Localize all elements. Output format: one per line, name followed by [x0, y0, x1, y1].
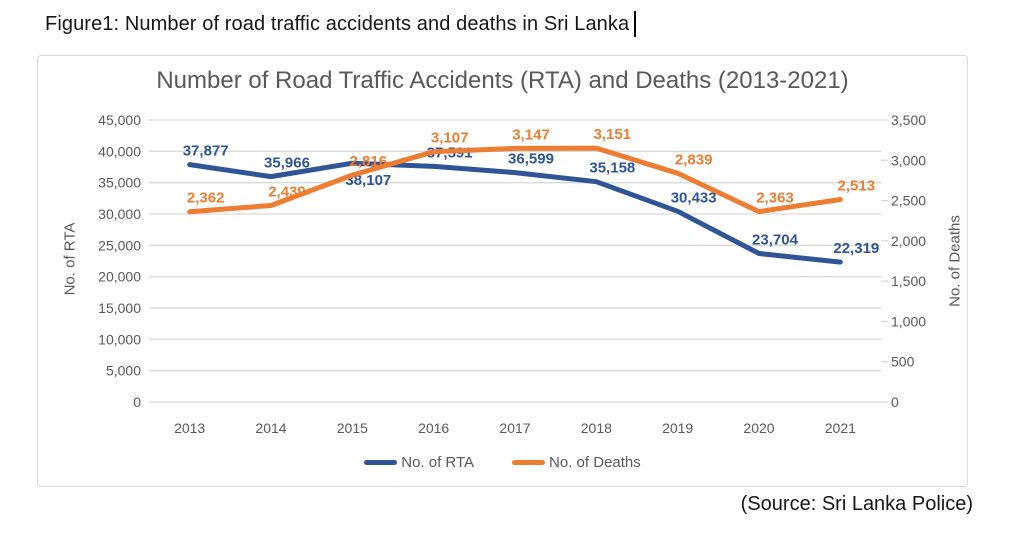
right-axis-title: No. of Deaths — [946, 215, 964, 307]
deaths-line-swatch-icon — [512, 460, 546, 465]
figure-caption[interactable]: Figure1: Number of road traffic accident… — [45, 11, 637, 37]
source-note: (Source: Sri Lanka Police) — [740, 493, 973, 515]
data-label: 2,513 — [838, 178, 876, 195]
right-axis-tick-label: 3,000 — [891, 152, 926, 168]
left-axis-tick-label: 30,000 — [98, 206, 141, 222]
left-axis-tick-label: 25,000 — [98, 237, 141, 253]
left-axis-tick-label: 20,000 — [98, 269, 141, 285]
figure-caption-text: Figure1: Number of road traffic accident… — [45, 12, 630, 35]
right-axis-tick-label: 1,500 — [891, 273, 926, 289]
left-axis-tick-label: 45,000 — [98, 112, 141, 128]
data-label: 2,439 — [268, 183, 306, 200]
legend-label-rta: No. of RTA — [401, 454, 475, 471]
rta-line-swatch-icon — [364, 460, 398, 465]
right-axis-tick-label: 0 — [891, 394, 899, 410]
series-line-deaths — [187, 145, 843, 215]
legend-item-rta: No. of RTA — [364, 454, 474, 471]
x-axis-tick-label: 2013 — [174, 420, 205, 436]
data-label: 38,107 — [345, 172, 391, 189]
left-axis-tick-label: 40,000 — [98, 143, 141, 159]
data-label: 23,704 — [752, 231, 799, 248]
x-axis-tick-label: 2018 — [581, 420, 612, 436]
left-axis-tick-label: 10,000 — [98, 331, 141, 347]
data-label: 2,816 — [350, 153, 388, 170]
chart-legend: No. of RTA No. of Deaths — [38, 454, 967, 471]
right-axis-tick-label: 2,000 — [891, 233, 926, 249]
left-axis-tick-label: 15,000 — [98, 300, 141, 316]
x-axis-tick-label: 2020 — [743, 420, 774, 436]
data-label: 2,362 — [187, 190, 225, 207]
x-axis-tick-label: 2015 — [337, 420, 368, 436]
plot-area: 45,000 40,000 35,000 30,000 25,000 20,000 15,0… — [98, 112, 926, 436]
x-axis-tick-label: 2014 — [255, 420, 286, 436]
data-label: 2,839 — [675, 151, 713, 168]
data-label: 3,107 — [431, 130, 469, 147]
data-label: 37,877 — [183, 143, 229, 160]
data-label: 35,158 — [589, 160, 635, 177]
right-axis-tick-label: 3,500 — [891, 112, 926, 128]
chart-title: Number of Road Traffic Accidents (RTA) a… — [156, 67, 849, 94]
x-axis-tick-label: 2019 — [662, 420, 693, 436]
data-label: 3,147 — [512, 126, 550, 143]
legend-label-deaths: No. of Deaths — [549, 454, 641, 471]
left-axis-title: No. of RTA — [61, 222, 79, 296]
chart-object[interactable]: Number of Road Traffic Accidents (RTA) a… — [37, 55, 968, 487]
left-axis-tick-label: 35,000 — [98, 175, 141, 191]
text-cursor — [634, 11, 637, 37]
data-label: 30,433 — [671, 189, 717, 206]
legend-item-deaths: No. of Deaths — [512, 454, 641, 471]
left-axis-tick-label: 5,000 — [106, 363, 141, 379]
data-label: 35,966 — [264, 155, 310, 172]
right-axis-tick-label: 1,000 — [891, 313, 926, 329]
data-label: 22,319 — [833, 240, 879, 257]
right-axis-tick-label: 2,500 — [891, 193, 926, 209]
left-axis-tick-label: 0 — [133, 394, 141, 410]
right-axis-tick-label: 500 — [891, 354, 915, 370]
x-axis-tick-label: 2017 — [499, 420, 530, 436]
x-axis-tick-label: 2016 — [418, 420, 449, 436]
series-line-rta — [187, 160, 843, 265]
data-label: 3,151 — [594, 126, 632, 143]
data-label: 36,599 — [508, 151, 554, 168]
x-axis-tick-label: 2021 — [825, 420, 856, 436]
data-label: 2,363 — [756, 190, 794, 207]
